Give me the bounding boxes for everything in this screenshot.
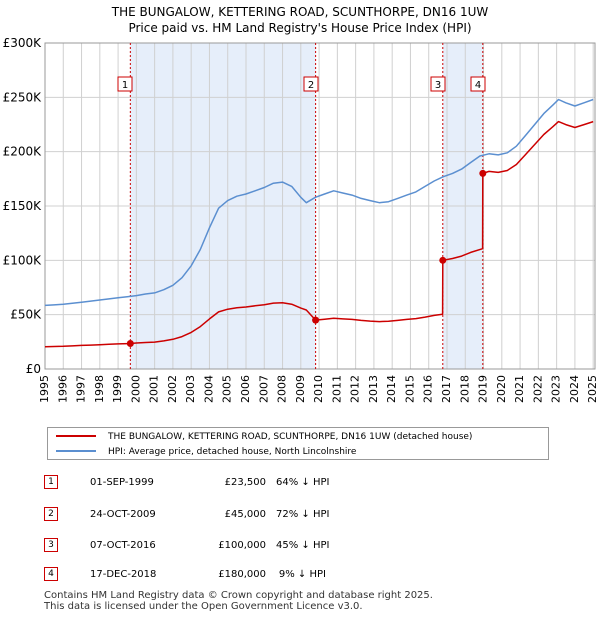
footer-line-2: This data is licensed under the Open Gov…: [44, 601, 363, 612]
x-tick-label: 2021: [513, 375, 526, 403]
transaction-label: 2: [308, 80, 314, 91]
x-tick-label: 2006: [239, 375, 252, 403]
row-hpi-diff: 9% ↓ HPI: [278, 569, 326, 580]
x-tick-label: 2005: [221, 375, 234, 403]
x-tick-label: 1995: [38, 375, 51, 403]
x-tick-label: 1997: [75, 375, 88, 403]
x-tick-label: 2003: [184, 375, 197, 403]
chart-title: THE BUNGALOW, KETTERING ROAD, SCUNTHORPE…: [111, 5, 489, 19]
row-date: 07-OCT-2016: [90, 540, 156, 551]
transaction-label: 4: [475, 80, 481, 91]
x-tick-label: 2011: [330, 375, 343, 403]
table-row: 1 01-SEP-1999 £23,500 64% ↓ HPI: [44, 474, 564, 492]
x-tick-label: 2004: [202, 375, 215, 403]
legend-label-property: THE BUNGALOW, KETTERING ROAD, SCUNTHORPE…: [108, 432, 473, 442]
row-price: £23,500: [224, 477, 266, 488]
table-row: 3 07-OCT-2016 £100,000 45% ↓ HPI: [44, 537, 564, 555]
y-tick-label: £100K: [3, 253, 43, 267]
x-tick-label: 2024: [568, 375, 581, 403]
chart-legend: THE BUNGALOW, KETTERING ROAD, SCUNTHORPE…: [47, 427, 549, 460]
property-series-line: [44, 120, 594, 348]
row-price: £180,000: [218, 569, 266, 580]
row-marker-badge: 4: [44, 567, 58, 581]
x-tick-label: 2018: [458, 375, 471, 403]
transaction-point: [439, 256, 447, 264]
legend-swatch-red: [56, 434, 96, 437]
x-tick-label: 2017: [440, 375, 453, 403]
row-date: 01-SEP-1999: [90, 477, 154, 488]
x-tick-label: 2020: [495, 375, 508, 403]
chart-subtitle: Price paid vs. HM Land Registry's House …: [128, 21, 472, 35]
x-tick-label: 1996: [56, 375, 69, 403]
transaction-point: [126, 339, 134, 347]
x-tick-label: 2007: [257, 375, 270, 403]
transaction-label-box: [303, 76, 319, 92]
x-tick-label: 2014: [385, 375, 398, 403]
legend-label-hpi: HPI: Average price, detached house, Nort…: [108, 447, 357, 457]
x-tick-label: 2010: [312, 375, 325, 403]
row-hpi-diff: 45% ↓ HPI: [276, 540, 330, 551]
x-tick-label: 2016: [422, 375, 435, 403]
x-tick-label: 2023: [550, 375, 563, 403]
x-tick-label: 2015: [403, 375, 416, 403]
transaction-label-box: [470, 76, 486, 92]
legend-item-hpi: HPI: Average price, detached house, Nort…: [56, 445, 356, 459]
row-hpi-diff: 72% ↓ HPI: [276, 509, 330, 520]
legend-swatch-blue: [56, 449, 96, 452]
row-date: 17-DEC-2018: [90, 569, 157, 580]
y-tick-label: £50K: [10, 308, 42, 322]
y-tick-label: £0: [26, 362, 41, 376]
row-price: £45,000: [224, 509, 266, 520]
transaction-label: 1: [122, 80, 128, 91]
row-marker-badge: 1: [44, 475, 58, 489]
footer-attribution: Contains HM Land Registry data © Crown c…: [44, 590, 433, 612]
row-price: £100,000: [218, 540, 266, 551]
y-tick-label: £200K: [3, 145, 43, 159]
transaction-point: [312, 316, 320, 324]
row-date: 24-OCT-2009: [90, 509, 156, 520]
price-chart: £0 £50K £100K £150K £200K £250K £300K 1995 1996 1…: [3, 36, 600, 403]
y-tick-label: £300K: [3, 36, 43, 50]
transaction-label: 3: [435, 80, 441, 91]
x-tick-label: 2019: [477, 375, 490, 403]
x-tick-label: 2000: [129, 375, 142, 403]
plot-frame: [44, 42, 596, 370]
table-row: 4 17-DEC-2018 £180,000 9% ↓ HPI: [44, 566, 564, 584]
x-tick-label: 2012: [349, 375, 362, 403]
x-tick-label: 2022: [531, 375, 544, 403]
hpi-series-line: [44, 98, 594, 307]
transaction-label-box: [117, 76, 133, 92]
x-tick-label: 2013: [367, 375, 380, 403]
x-tick-label: 2001: [148, 375, 161, 403]
x-tick-label: 2009: [294, 375, 307, 403]
footer-line-1: Contains HM Land Registry data © Crown c…: [44, 590, 433, 601]
x-tick-label: 1998: [93, 375, 106, 403]
x-tick-label: 2025: [586, 375, 599, 403]
y-tick-label: £150K: [3, 199, 43, 213]
x-tick-label: 2002: [166, 375, 179, 403]
row-marker-badge: 2: [44, 507, 58, 521]
y-tick-label: £250K: [3, 90, 43, 104]
legend-item-property: THE BUNGALOW, KETTERING ROAD, SCUNTHORPE…: [56, 430, 472, 444]
transaction-point: [479, 169, 487, 177]
transaction-label-box: [430, 76, 446, 92]
row-marker-badge: 3: [44, 538, 58, 552]
row-hpi-diff: 64% ↓ HPI: [276, 477, 330, 488]
x-tick-label: 1999: [111, 375, 124, 403]
table-row: 2 24-OCT-2009 £45,000 72% ↓ HPI: [44, 506, 564, 524]
x-tick-label: 2008: [276, 375, 289, 403]
